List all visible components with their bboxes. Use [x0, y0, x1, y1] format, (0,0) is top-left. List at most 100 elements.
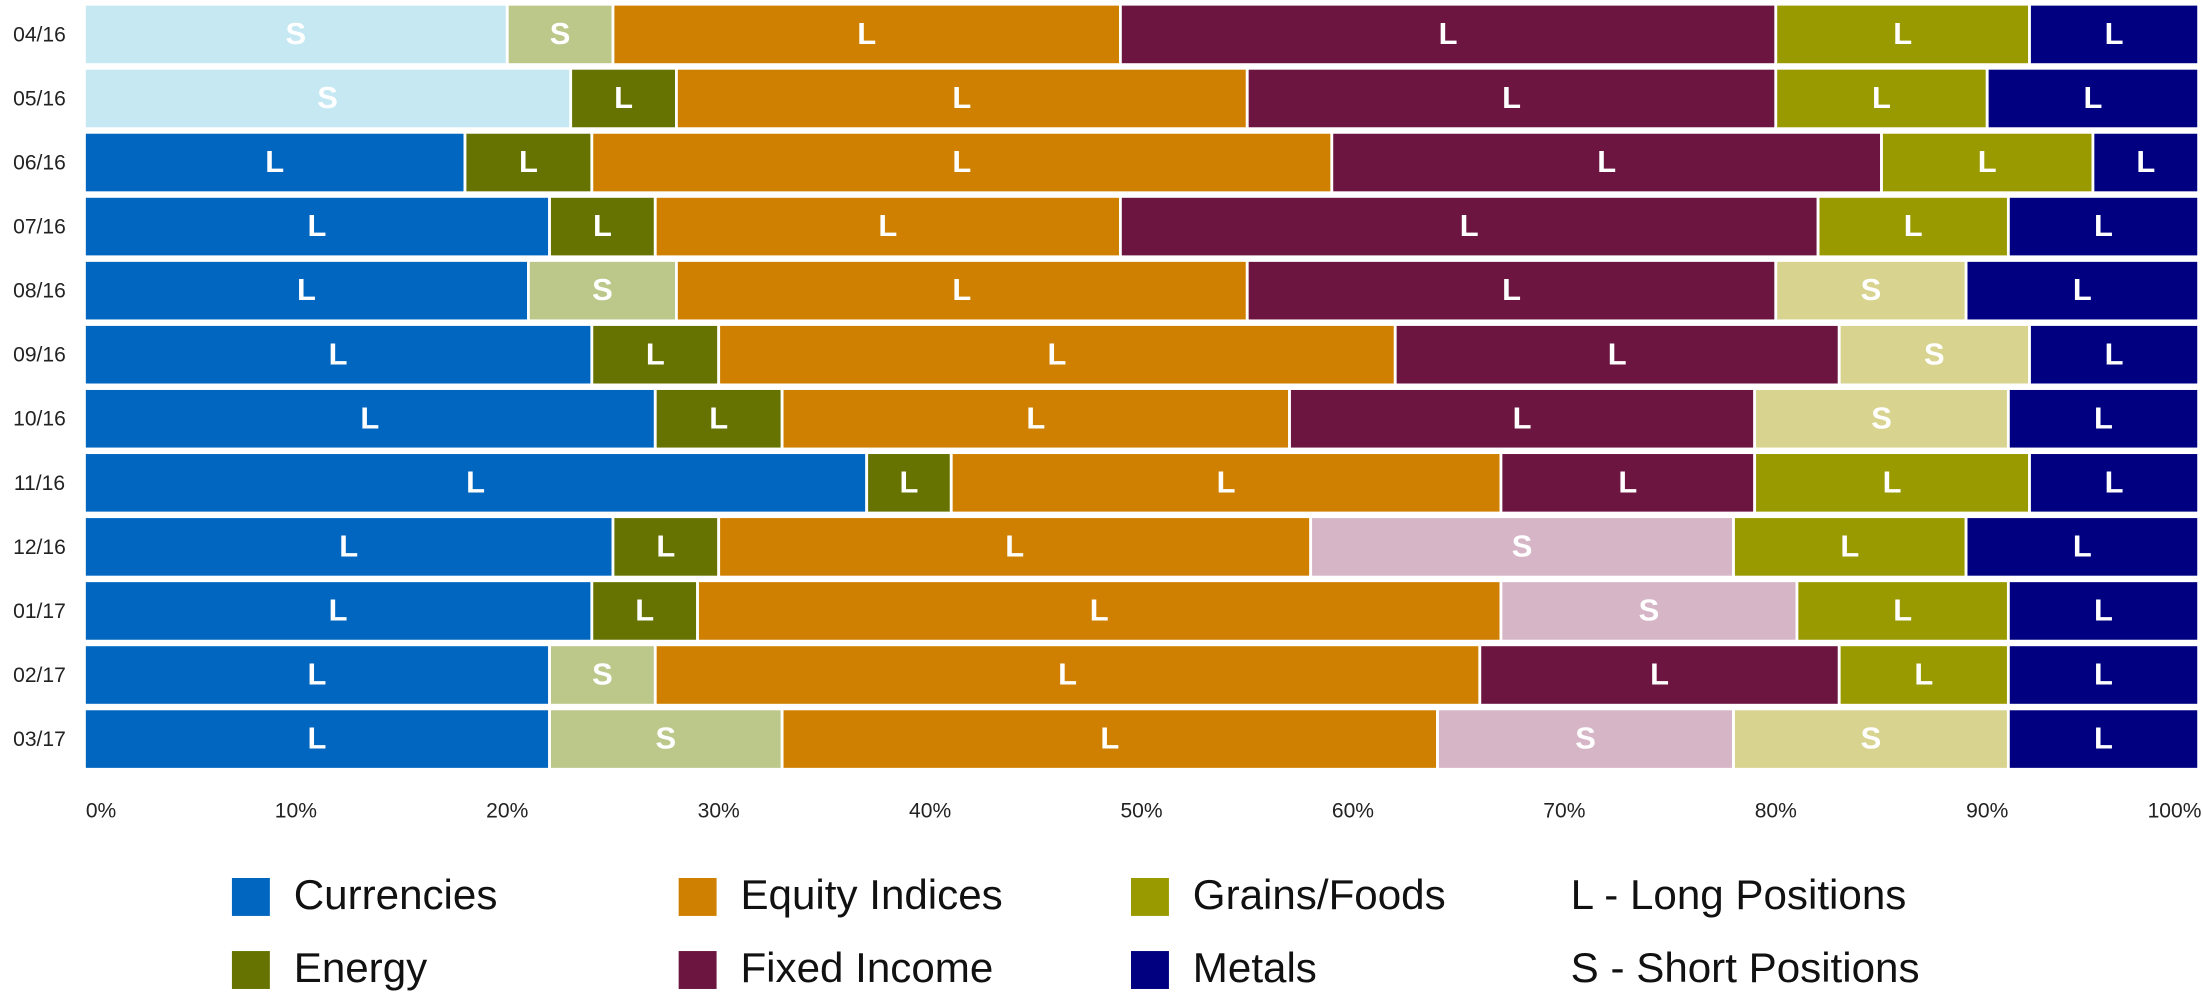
y-tick-label: 12/16: [13, 536, 66, 559]
position-label: L: [2136, 144, 2155, 179]
position-label: L: [2105, 464, 2124, 499]
position-label: L: [593, 208, 612, 243]
position-label: L: [952, 144, 971, 179]
bar-segment: [653, 387, 784, 451]
position-label: L: [709, 400, 728, 435]
x-tick-label: 80%: [1755, 800, 1797, 823]
position-label: L: [339, 528, 358, 563]
legend-swatch: [678, 877, 717, 916]
position-label: L: [952, 272, 971, 307]
position-label: L: [1048, 336, 1067, 371]
bar-segment: [780, 707, 1439, 771]
bar-segment: [717, 515, 1313, 579]
bar-segment: [1774, 259, 1968, 323]
position-label: S: [656, 721, 677, 756]
position-label: L: [1439, 16, 1458, 51]
legend-swatch: [1131, 877, 1169, 916]
legend-label: Metals: [1193, 944, 1317, 991]
bar-segment: [83, 515, 615, 579]
y-tick-label: 07/16: [13, 216, 66, 239]
bar-segment: [83, 259, 530, 323]
position-label: L: [1058, 657, 1077, 692]
position-label: L: [1597, 144, 1616, 179]
bar-segment: [2006, 643, 2201, 707]
position-label: L: [1026, 400, 1045, 435]
position-label: S: [1924, 336, 1945, 371]
position-label: S: [1861, 721, 1882, 756]
bar-segment: [83, 66, 573, 131]
bar-segment: [2028, 323, 2201, 387]
bar-segment: [1732, 515, 1968, 579]
position-label: S: [592, 272, 613, 307]
bar-segment: [2006, 579, 2201, 643]
position-label: S: [550, 16, 571, 51]
y-tick-label: 01/17: [13, 600, 66, 623]
position-label: L: [2094, 721, 2113, 756]
position-label: L: [2105, 336, 2124, 371]
position-label: L: [2105, 16, 2124, 51]
y-tick-label: 10/16: [13, 408, 66, 431]
position-label: L: [1904, 208, 1923, 243]
bar-segment: [1499, 451, 1757, 515]
position-label: L: [1502, 80, 1521, 115]
bar-segment: [83, 707, 551, 771]
bar-segment: [1816, 194, 2010, 259]
position-label: S: [592, 657, 613, 692]
position-label: L: [1090, 593, 1109, 628]
position-label: L: [1883, 464, 1902, 499]
bar-segment: [1330, 130, 1883, 195]
position-label: L: [1608, 336, 1627, 371]
bar-segment: [2028, 2, 2201, 67]
bar-segment: [1245, 66, 1778, 131]
position-label: L: [308, 208, 327, 243]
position-label: L: [2073, 528, 2092, 563]
bar-segment: [696, 579, 1503, 643]
bar-segment: [611, 515, 721, 579]
position-label: L: [360, 400, 379, 435]
bar-segment: [1880, 130, 2095, 195]
position-label: L: [878, 208, 897, 243]
position-label: S: [1512, 528, 1533, 563]
bar-segment: [83, 194, 551, 259]
position-label: L: [614, 80, 633, 115]
position-label: L: [1217, 464, 1236, 499]
bar-segment: [1118, 194, 1820, 259]
bar-segment: [2006, 194, 2201, 259]
bar-segment: [1436, 707, 1735, 771]
legend-label: Grains/Foods: [1193, 871, 1446, 918]
position-label: L: [265, 144, 284, 179]
position-label: L: [1978, 144, 1997, 179]
legend-note: S - Short Positions: [1571, 944, 1920, 991]
x-tick-label: 30%: [698, 800, 740, 823]
bar-segment: [1478, 643, 1841, 707]
y-tick-label: 06/16: [13, 152, 66, 175]
position-label: L: [2094, 657, 2113, 692]
position-label: L: [1618, 464, 1637, 499]
x-tick-label: 60%: [1332, 800, 1374, 823]
position-label: S: [1871, 400, 1892, 435]
position-label: L: [2094, 400, 2113, 435]
bar-segment: [548, 707, 784, 771]
position-label: L: [2073, 272, 2092, 307]
position-label: L: [635, 593, 654, 628]
position-label: L: [646, 336, 665, 371]
legend-swatch: [678, 951, 717, 989]
bar-segment: [653, 194, 1122, 259]
position-label: L: [1840, 528, 1859, 563]
y-tick-label: 04/16: [13, 23, 66, 46]
x-tick-label: 100%: [2148, 800, 2202, 823]
bar-segment: [2028, 451, 2201, 515]
bar-segment: [1774, 2, 2031, 67]
position-label: L: [329, 593, 348, 628]
position-label: L: [1100, 721, 1119, 756]
bar-segment: [2091, 130, 2201, 195]
bar-segment: [83, 130, 467, 195]
position-label: L: [2083, 80, 2102, 115]
position-label: L: [2094, 208, 2113, 243]
position-label: L: [952, 80, 971, 115]
bar-segment: [1393, 323, 1841, 387]
bar-segment: [2006, 707, 2201, 771]
position-label: L: [1460, 208, 1479, 243]
